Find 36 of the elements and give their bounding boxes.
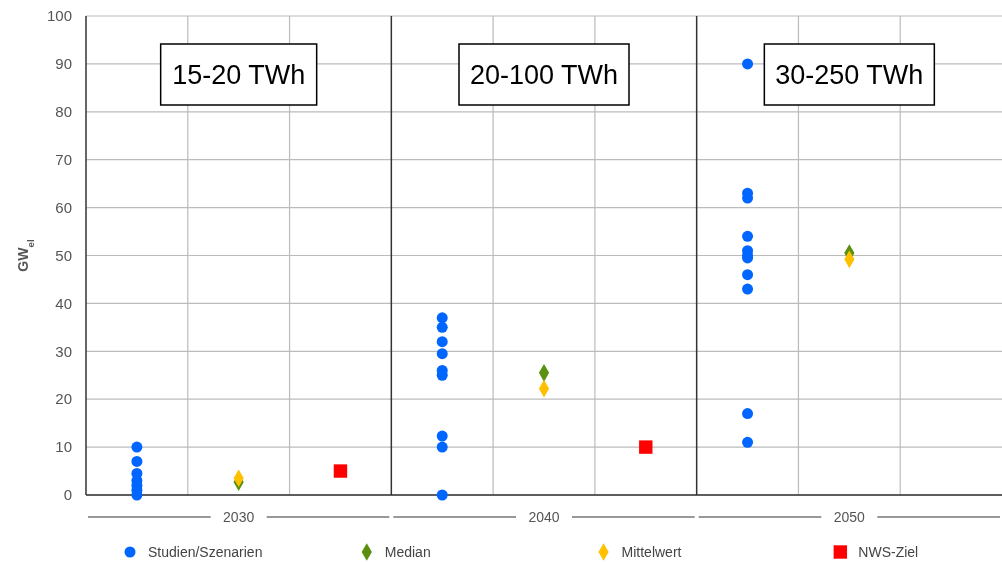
legend-label: NWS-Ziel <box>858 543 919 560</box>
legend-label: Median <box>384 543 431 560</box>
y-tick-label: 30 <box>55 342 72 360</box>
y-tick-label: 20 <box>55 390 72 408</box>
y-tick-label: 80 <box>55 103 72 121</box>
point <box>131 441 143 453</box>
point <box>131 455 143 467</box>
annotation: 15-20 TWh <box>172 60 306 91</box>
point <box>436 336 448 348</box>
y-tick-label: 60 <box>55 198 72 216</box>
point <box>436 430 448 442</box>
legend-label: Studien/Szenarien <box>148 543 263 560</box>
point <box>742 230 754 242</box>
legend-label: Mittelwert <box>621 543 682 560</box>
x-tick-label: 2040 <box>528 508 560 525</box>
y-tick-label: 100 <box>46 7 72 25</box>
point <box>436 489 448 501</box>
point <box>742 436 754 448</box>
x-tick-label: 2030 <box>223 508 255 525</box>
y-tick-label: 70 <box>55 150 72 168</box>
point <box>436 441 448 453</box>
point <box>436 321 448 333</box>
point <box>742 269 754 281</box>
point <box>436 312 448 324</box>
y-tick-label: 0 <box>63 486 72 504</box>
point <box>742 283 754 295</box>
annotation: 20-100 TWh <box>469 60 619 91</box>
y-tick-label: 50 <box>55 246 72 264</box>
y-tick-label: 10 <box>55 438 72 456</box>
annotation: 30-250 TWh <box>775 60 924 91</box>
x-tick-label: 2050 <box>833 508 866 525</box>
point <box>742 408 754 420</box>
point <box>436 348 448 360</box>
point <box>742 58 754 70</box>
y-tick-label: 90 <box>55 55 72 73</box>
y-tick-label: 40 <box>55 294 72 312</box>
